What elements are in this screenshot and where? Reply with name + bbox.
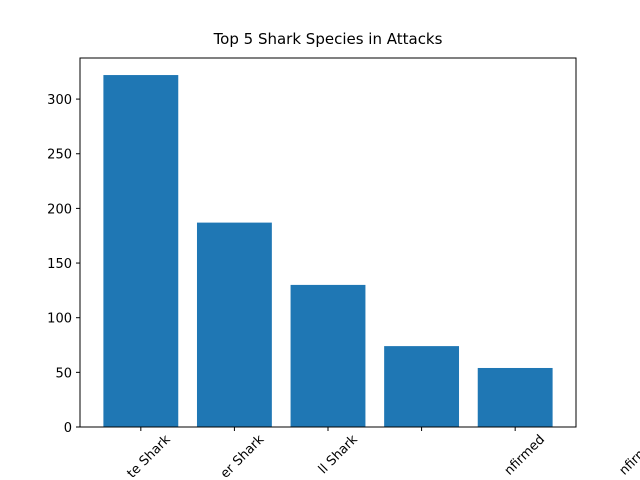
bar bbox=[196, 222, 272, 427]
bar bbox=[477, 367, 553, 427]
bar bbox=[384, 346, 460, 427]
y-tick-label: 300 bbox=[47, 93, 72, 108]
x-tick-label: nfirmed bbox=[502, 432, 548, 478]
y-tick-label: 100 bbox=[47, 312, 72, 327]
bar bbox=[103, 75, 179, 427]
y-tick-label: 0 bbox=[64, 421, 72, 436]
bar bbox=[290, 284, 366, 427]
x-tick-label: er Shark bbox=[218, 432, 268, 480]
y-tick-label: 200 bbox=[47, 202, 72, 217]
annotation: nfirmed bbox=[617, 432, 640, 478]
y-tick-label: 50 bbox=[55, 366, 72, 381]
x-tick-label: ll Shark bbox=[316, 432, 361, 477]
plot-frame bbox=[79, 57, 577, 428]
x-tick-label: te Shark bbox=[124, 432, 174, 480]
chart-title: Top 5 Shark Species in Attacks bbox=[213, 30, 443, 48]
y-tick-label: 250 bbox=[47, 148, 72, 163]
y-tick-label: 150 bbox=[47, 257, 72, 272]
